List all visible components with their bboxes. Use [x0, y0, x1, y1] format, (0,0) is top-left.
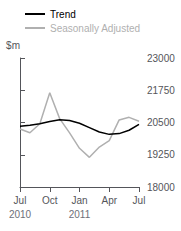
svg-text:2011: 2011	[69, 209, 91, 220]
svg-text:Seasonally Adjusted: Seasonally Adjusted	[50, 23, 140, 34]
svg-text:Apr: Apr	[101, 195, 117, 206]
svg-text:Jul: Jul	[133, 195, 146, 206]
svg-text:Jul: Jul	[14, 195, 27, 206]
svg-text:Jan: Jan	[71, 195, 87, 206]
svg-text:20500: 20500	[147, 117, 175, 128]
svg-text:$m: $m	[6, 40, 20, 51]
svg-text:23000: 23000	[147, 53, 175, 64]
svg-text:21750: 21750	[147, 85, 175, 96]
svg-text:Oct: Oct	[42, 195, 58, 206]
svg-text:Trend: Trend	[50, 9, 76, 20]
svg-text:19250: 19250	[147, 149, 175, 160]
svg-text:18000: 18000	[147, 182, 175, 193]
svg-text:2010: 2010	[9, 209, 32, 220]
